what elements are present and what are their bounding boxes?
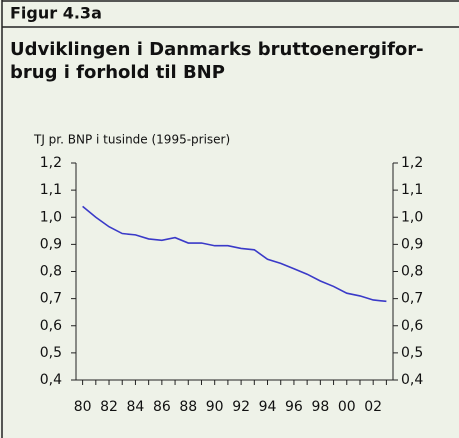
y-tick-label: 0,5	[40, 345, 62, 361]
y2-tick-label: 0,5	[401, 345, 423, 361]
x-tick-label: 98	[311, 399, 329, 415]
y-tick-label: 1,0	[40, 209, 62, 225]
y2-tick-label: 0,9	[401, 236, 423, 252]
y-tick-label: 0,4	[40, 372, 62, 388]
x-tick-label: 94	[259, 399, 277, 415]
y-axis-label: TJ pr. BNP i tusinde (1995-priser)	[33, 133, 230, 147]
y2-tick-label: 0,6	[401, 318, 423, 334]
y-tick-label: 0,9	[40, 236, 62, 252]
x-tick-label: 92	[232, 399, 250, 415]
y-tick-label: 0,8	[40, 264, 62, 280]
y-tick-label: 0,6	[40, 318, 62, 334]
x-tick-label: 80	[74, 399, 92, 415]
y2-tick-label: 0,7	[401, 291, 423, 307]
y2-tick-label: 1,2	[401, 155, 423, 171]
x-tick-label: 96	[285, 399, 303, 415]
chart-title: Udviklingen i Danmarks bruttoenergifor-	[10, 39, 424, 60]
figure-label: Figur 4.3a	[10, 4, 102, 23]
y-tick-label: 1,2	[40, 155, 62, 171]
y2-tick-label: 1,0	[401, 209, 423, 225]
y2-tick-label: 0,8	[401, 264, 423, 280]
x-tick-label: 86	[153, 399, 171, 415]
series-line	[82, 205, 387, 303]
x-tick-label: 00	[338, 399, 356, 415]
chart-title: brug i forhold til BNP	[10, 62, 225, 83]
x-tick-label: 88	[179, 399, 197, 415]
x-tick-label: 82	[100, 399, 118, 415]
y2-tick-label: 1,1	[401, 182, 423, 198]
x-tick-label: 90	[206, 399, 224, 415]
y2-tick-label: 0,4	[401, 372, 423, 388]
y-tick-label: 1,1	[40, 182, 62, 198]
x-tick-label: 84	[127, 399, 145, 415]
y-tick-label: 0,7	[40, 291, 62, 307]
x-tick-label: 02	[364, 399, 382, 415]
